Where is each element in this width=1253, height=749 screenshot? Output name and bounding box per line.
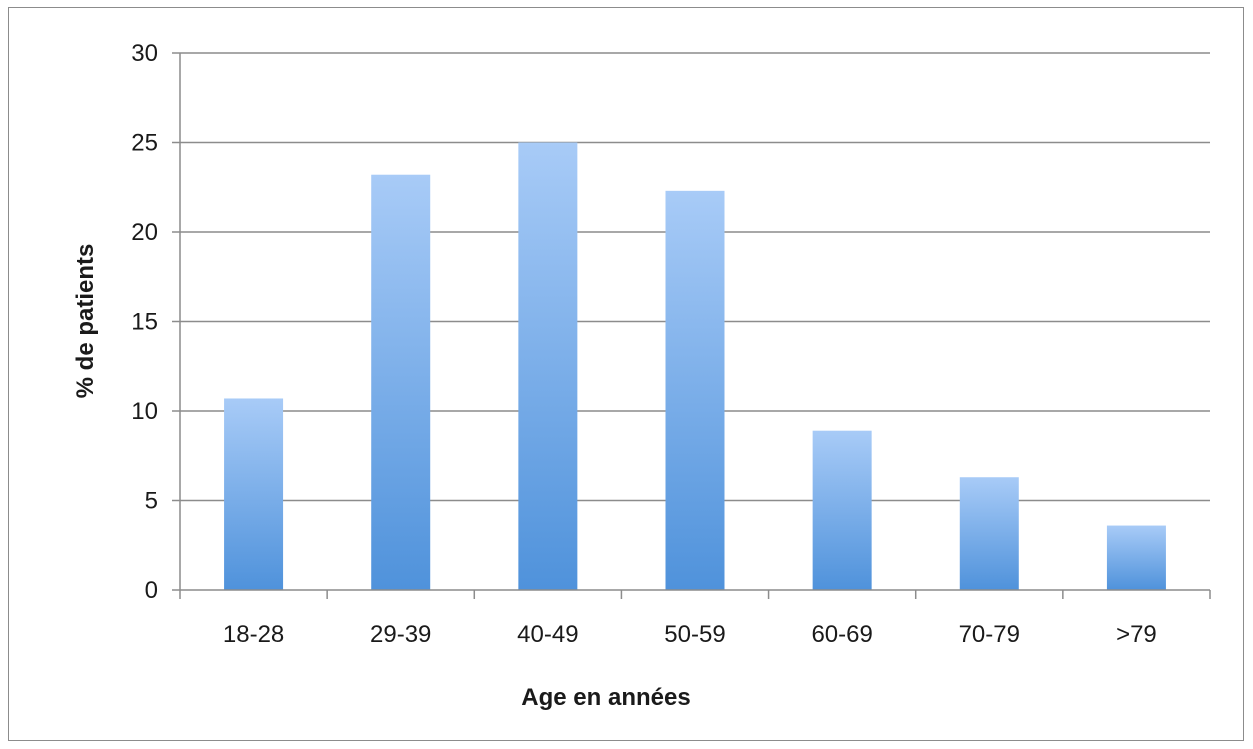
bar <box>224 398 284 590</box>
y-tick-labels: 0 5 10 15 20 25 30 <box>131 40 158 604</box>
x-tick-label: 70-79 <box>959 621 1020 648</box>
y-axis-title: % de patients <box>72 244 99 399</box>
bar <box>959 477 1019 590</box>
x-tick-labels: 18-28 29-39 40-49 50-59 60-69 70-79 >79 <box>223 621 1157 648</box>
y-tick-label: 20 <box>131 219 158 246</box>
bars <box>224 142 1166 590</box>
y-tick-label: 10 <box>131 398 158 425</box>
x-axis-title: Age en années <box>521 684 690 711</box>
y-tick-label: 5 <box>145 488 158 515</box>
bar <box>1106 525 1166 590</box>
x-tick-label: 29-39 <box>370 621 431 648</box>
bar <box>812 430 872 590</box>
x-tick-label: 50-59 <box>664 621 725 648</box>
bar <box>371 174 431 590</box>
y-tick-label: 15 <box>131 309 158 336</box>
chart-frame <box>8 7 1244 741</box>
y-tick-label: 0 <box>145 577 158 604</box>
axes <box>179 53 1211 599</box>
x-tick-label: 40-49 <box>517 621 578 648</box>
x-tick-label: 18-28 <box>223 621 284 648</box>
x-tick-label: >79 <box>1116 621 1157 648</box>
bar <box>518 142 578 590</box>
bar <box>665 190 725 590</box>
y-tick-label: 25 <box>131 130 158 157</box>
y-tick-label: 30 <box>131 40 158 67</box>
x-tick-label: 60-69 <box>811 621 872 648</box>
